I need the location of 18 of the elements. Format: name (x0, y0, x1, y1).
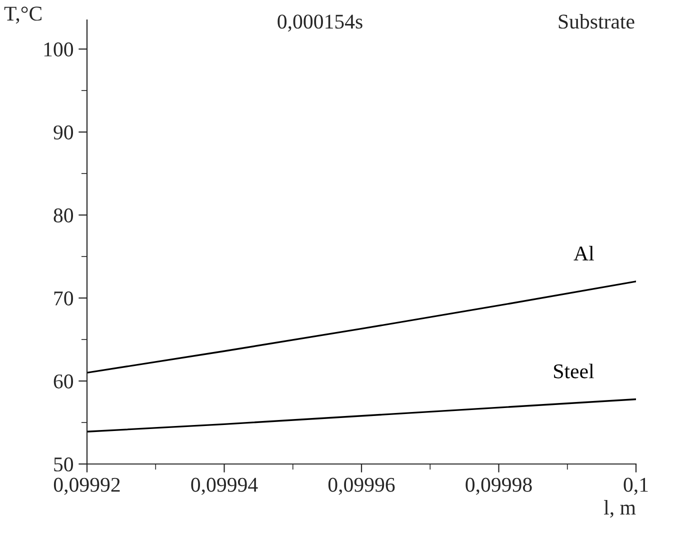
y-tick-label: 50 (54, 457, 74, 472)
chart-subtitle: Substrate (558, 14, 634, 29)
x-tick-label: 0,09992 (54, 478, 120, 495)
line-series (87, 398, 636, 432)
x-tick-label: 0,1 (624, 478, 648, 495)
y-tick-label: 70 (54, 291, 74, 306)
x-tick-label: 0,09994 (191, 478, 258, 495)
chart-title: 0,000154s (278, 14, 362, 32)
series-label: Al (574, 246, 594, 260)
y-axis-title: T,°C (4, 6, 42, 24)
x-tick-label: 0,09998 (466, 478, 532, 495)
x-axis-title: l, m (604, 500, 636, 518)
y-tick-label: 80 (54, 208, 74, 222)
x-tick-label: 0,09996 (328, 478, 395, 495)
y-tick-label: 100 (44, 42, 74, 56)
y-tick-label: 90 (54, 125, 74, 140)
y-tick-label: 60 (54, 374, 74, 388)
series-label: Steel (554, 364, 594, 378)
